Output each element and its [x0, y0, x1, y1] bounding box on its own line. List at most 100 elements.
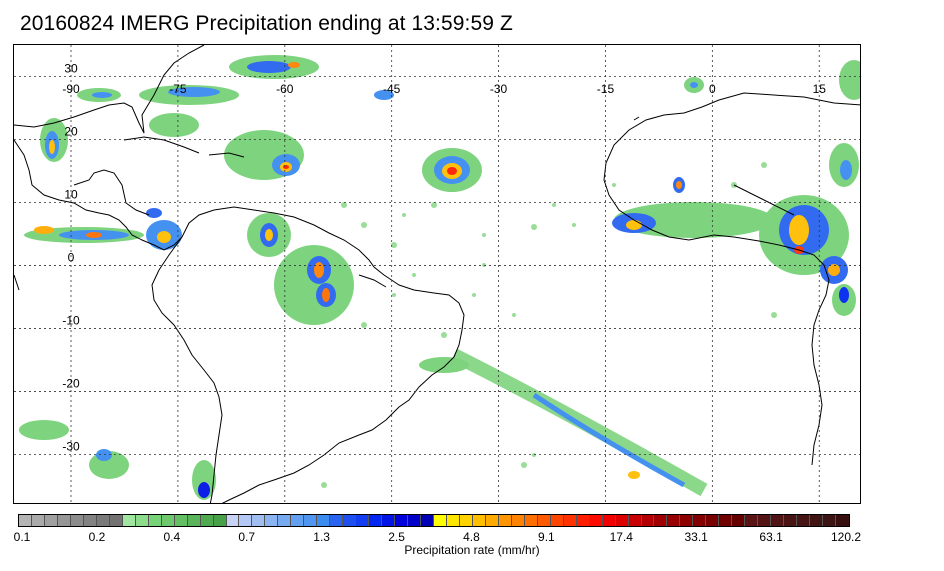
colorbar-swatch — [836, 515, 849, 526]
colorbar-swatch — [83, 515, 97, 526]
colorbar-swatch — [395, 515, 409, 526]
colorbar-swatch — [615, 515, 629, 526]
colorbar-tick-label: 120.2 — [830, 530, 862, 544]
colorbar-swatch — [771, 515, 785, 526]
colorbar-swatch — [498, 515, 512, 526]
precipitation-colorbar — [18, 514, 850, 527]
colorbar-swatch — [31, 515, 45, 526]
colorbar-swatch — [135, 515, 149, 526]
colorbar-swatch — [576, 515, 590, 526]
colorbar-swatch — [602, 515, 616, 526]
colorbar-swatch — [317, 515, 331, 526]
latitude-label: -20 — [62, 377, 80, 391]
colorbar-swatch — [57, 515, 71, 526]
colorbar-swatch — [148, 515, 162, 526]
coastlines — [14, 45, 860, 503]
colorbar-swatch — [369, 515, 383, 526]
colorbar-swatch — [680, 515, 694, 526]
colorbar-swatch — [421, 515, 434, 526]
latitude-label: -10 — [62, 314, 80, 328]
colorbar-tick-label: 2.5 — [388, 530, 405, 544]
colorbar-swatch — [122, 515, 136, 526]
colorbar-tick-label: 63.1 — [759, 530, 783, 544]
colorbar-swatch — [485, 515, 499, 526]
colorbar-swatch — [408, 515, 422, 526]
colorbar-swatch — [330, 515, 344, 526]
latitude-labels: 30 20 10 0 -10 -20 -30 — [62, 62, 80, 454]
colorbar-swatch — [187, 515, 201, 526]
colorbar-swatch — [810, 515, 824, 526]
colorbar-swatch — [44, 515, 58, 526]
colorbar-tick-label: 33.1 — [684, 530, 708, 544]
colorbar-swatch — [797, 515, 811, 526]
precipitation-map: -90 -75 -60 -45 -30 -15 0 15 30 20 10 0 -10 -20 -30 — [13, 44, 861, 504]
colorbar-swatch — [719, 515, 733, 526]
longitude-label: -30 — [490, 82, 508, 96]
colorbar-swatch — [226, 515, 240, 526]
map-title: 20160824 IMERG Precipitation ending at 1… — [20, 12, 513, 35]
longitude-label: -15 — [597, 82, 615, 96]
longitude-label: 0 — [709, 82, 716, 96]
colorbar-labels: 0.1 0.2 0.4 0.7 1.3 2.5 4.8 9.1 17.4 33.1 63.1 120.… — [0, 530, 944, 546]
precipitation-field — [19, 55, 860, 500]
colorbar-swatch — [628, 515, 642, 526]
colorbar-swatch — [174, 515, 188, 526]
latitude-label: -30 — [62, 440, 80, 454]
colorbar-swatch — [706, 515, 720, 526]
colorbar-tick-label: 0.2 — [88, 530, 106, 544]
colorbar-swatch — [96, 515, 110, 526]
colorbar-tick-label: 0.1 — [13, 530, 31, 544]
colorbar-swatch — [563, 515, 577, 526]
colorbar-swatch — [304, 515, 318, 526]
latitude-label: 10 — [64, 188, 78, 202]
latitude-label: 30 — [64, 62, 78, 76]
colorbar-swatch — [278, 515, 292, 526]
colorbar-swatch — [693, 515, 707, 526]
latitude-label: 20 — [64, 125, 78, 139]
colorbar-swatch — [667, 515, 681, 526]
longitude-label: -45 — [383, 82, 401, 96]
colorbar-swatch — [70, 515, 84, 526]
colorbar-swatch — [434, 515, 447, 526]
longitude-label: -75 — [169, 82, 187, 96]
colorbar-swatch — [446, 515, 460, 526]
longitude-label: 15 — [813, 82, 827, 96]
colorbar-tick-label: 0.7 — [238, 530, 256, 544]
colorbar-swatch — [758, 515, 772, 526]
colorbar-swatch — [265, 515, 279, 526]
colorbar-tick-label: 1.3 — [313, 530, 330, 544]
colorbar-swatch — [239, 515, 253, 526]
longitude-label: -60 — [276, 82, 294, 96]
latitude-label: 0 — [68, 251, 75, 265]
map-canvas: -90 -75 -60 -45 -30 -15 0 15 30 20 10 0 -10 -20 -30 — [14, 45, 860, 503]
colorbar-tick-label: 17.4 — [609, 530, 633, 544]
colorbar-swatch — [745, 515, 759, 526]
colorbar-swatch — [589, 515, 603, 526]
colorbar-swatch — [291, 515, 305, 526]
longitude-labels: -90 -75 -60 -45 -30 -15 0 15 — [62, 82, 826, 96]
colorbar-swatch — [200, 515, 214, 526]
colorbar-swatch — [823, 515, 837, 526]
colorbar-swatch — [550, 515, 564, 526]
colorbar-swatch — [109, 515, 123, 526]
colorbar-swatch — [524, 515, 538, 526]
colorbar-title: Precipitation rate (mm/hr) — [404, 543, 540, 557]
colorbar-tick-label: 0.4 — [163, 530, 181, 544]
colorbar-swatch — [511, 515, 525, 526]
colorbar-swatch — [161, 515, 175, 526]
colorbar-swatch — [343, 515, 357, 526]
colorbar-swatch — [472, 515, 486, 526]
colorbar-swatch — [654, 515, 668, 526]
colorbar-swatch — [356, 515, 370, 526]
colorbar-tick-label: 9.1 — [538, 530, 555, 544]
colorbar-swatch — [641, 515, 655, 526]
colorbar-swatch — [19, 515, 32, 526]
colorbar-tick-label: 4.8 — [463, 530, 480, 544]
colorbar-swatch — [459, 515, 473, 526]
colorbar-swatch — [732, 515, 746, 526]
colorbar-swatch — [784, 515, 798, 526]
colorbar-swatch — [382, 515, 396, 526]
colorbar-swatch — [213, 515, 227, 526]
graticule — [14, 45, 860, 503]
colorbar-swatch — [537, 515, 551, 526]
